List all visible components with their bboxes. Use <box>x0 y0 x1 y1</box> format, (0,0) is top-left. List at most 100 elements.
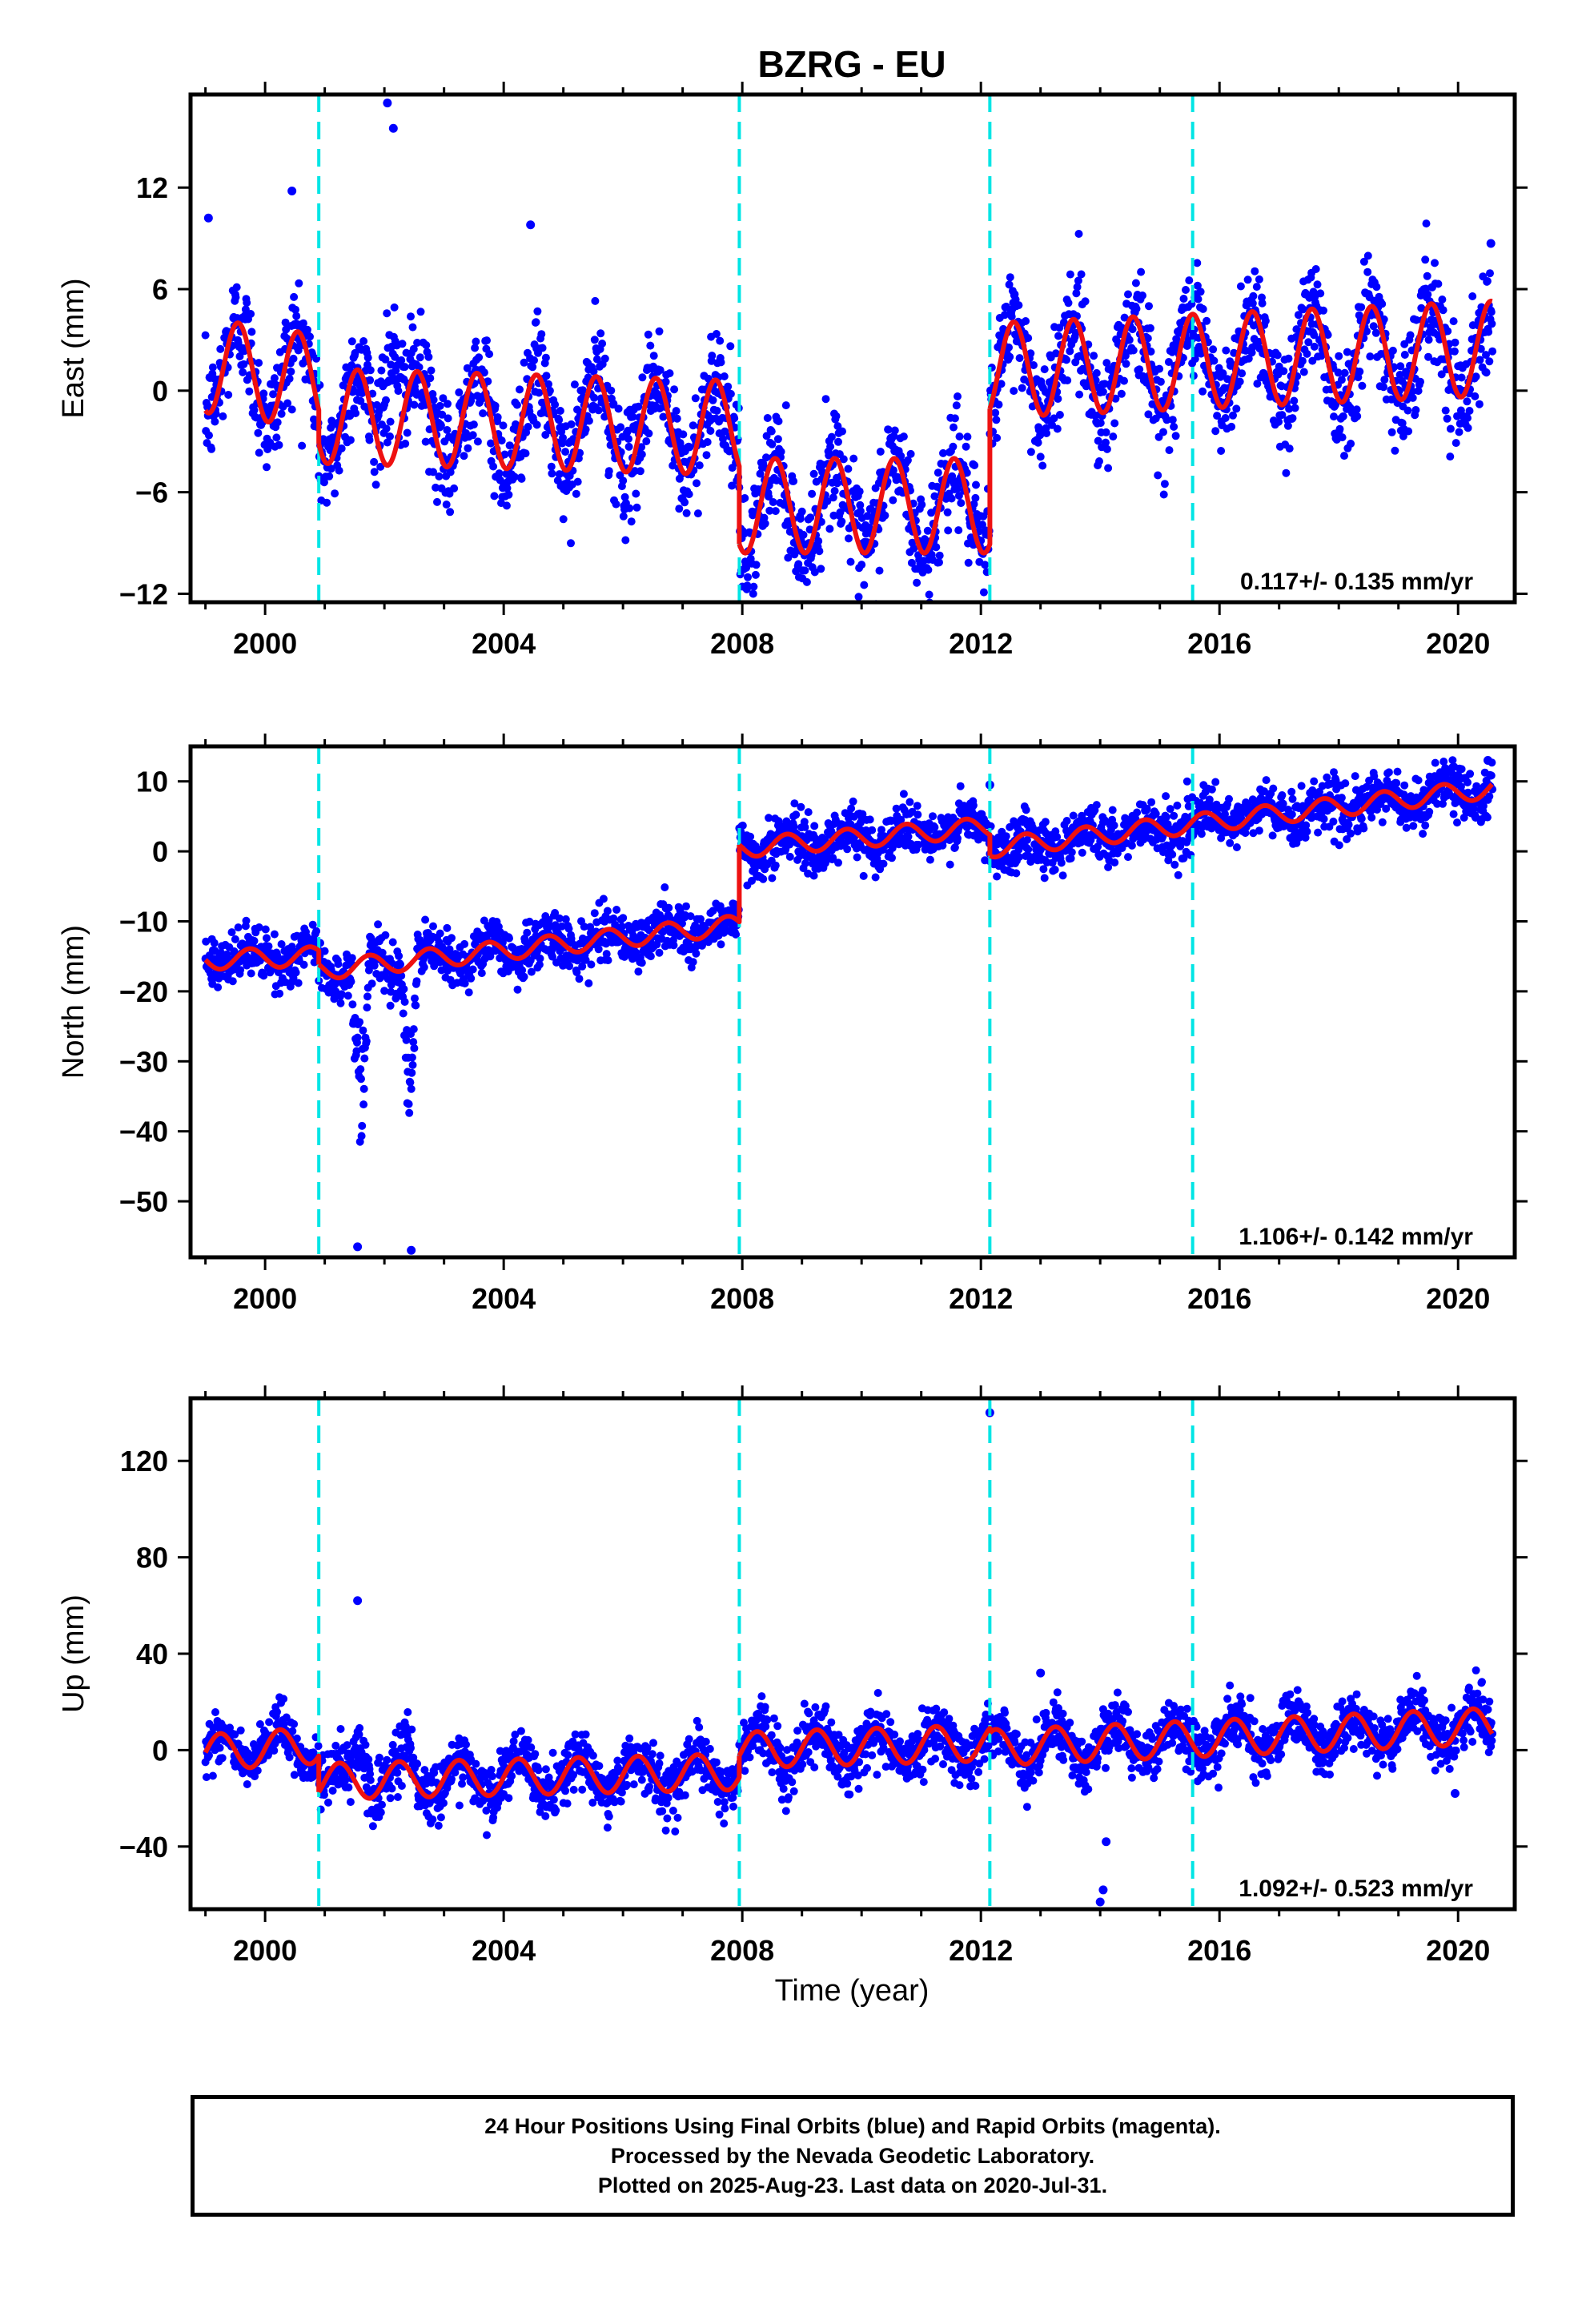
data-point <box>460 939 469 948</box>
data-point <box>614 404 623 413</box>
data-point <box>1476 344 1485 353</box>
data-point <box>561 915 570 923</box>
data-point <box>411 994 419 1003</box>
data-point <box>1067 848 1076 857</box>
data-point <box>1471 392 1480 400</box>
data-point <box>1219 369 1227 378</box>
data-point <box>917 501 926 509</box>
data-point <box>1026 349 1035 358</box>
data-point <box>532 318 540 327</box>
data-point <box>400 985 408 993</box>
data-point <box>1359 257 1368 266</box>
data-point <box>946 860 954 869</box>
data-point <box>390 303 399 312</box>
data-point <box>1171 432 1180 440</box>
data-point <box>364 966 373 975</box>
data-point <box>443 923 452 932</box>
data-point <box>281 978 289 987</box>
data-point <box>548 952 556 961</box>
data-point <box>1285 404 1294 413</box>
data-point <box>497 436 506 445</box>
data-point <box>308 920 317 929</box>
data-point <box>1421 255 1430 264</box>
outlier-point <box>526 220 536 230</box>
data-point <box>845 534 853 543</box>
data-point <box>708 352 717 360</box>
data-point <box>833 422 842 431</box>
data-point <box>1457 373 1466 382</box>
data-point <box>825 451 833 460</box>
data-point <box>273 418 282 427</box>
data-point <box>752 561 761 569</box>
y-tick-label: −12 <box>119 577 168 610</box>
data-point <box>646 341 655 350</box>
data-point <box>505 441 514 450</box>
data-point <box>863 512 872 521</box>
data-point <box>1057 858 1066 867</box>
data-point <box>1104 464 1113 472</box>
data-point <box>621 536 630 545</box>
data-point <box>1269 784 1278 793</box>
data-point <box>856 507 865 516</box>
data-point <box>773 435 782 444</box>
data-point <box>460 979 469 987</box>
data-point <box>703 438 712 446</box>
data-point <box>1275 417 1283 426</box>
data-point <box>1487 308 1496 316</box>
data-point <box>1072 289 1081 298</box>
data-point <box>801 822 809 831</box>
data-point <box>706 427 715 435</box>
data-point <box>934 468 942 477</box>
data-point <box>287 405 296 414</box>
data-point <box>255 448 263 457</box>
data-point <box>1388 346 1397 355</box>
data-point <box>1253 380 1262 388</box>
data-point <box>826 442 835 451</box>
outlier-point <box>383 99 392 108</box>
data-point <box>541 431 550 439</box>
data-point <box>853 853 861 862</box>
data-point <box>589 367 598 376</box>
data-point <box>1446 424 1455 433</box>
data-point <box>1337 376 1346 384</box>
data-point <box>547 462 556 471</box>
data-point <box>1408 393 1417 402</box>
data-point <box>1108 806 1117 814</box>
data-point <box>370 468 379 476</box>
data-point <box>590 336 599 344</box>
data-point <box>388 938 397 947</box>
data-point <box>823 497 832 505</box>
data-point <box>829 493 837 502</box>
data-point <box>442 501 451 509</box>
data-point <box>356 1065 365 1074</box>
data-point <box>875 566 884 575</box>
data-point <box>1040 874 1049 883</box>
data-point <box>830 487 839 495</box>
data-point <box>805 604 813 612</box>
data-point <box>1304 338 1313 347</box>
data-point <box>530 356 538 364</box>
data-point <box>1007 312 1016 321</box>
data-point <box>351 348 359 357</box>
data-point <box>1066 347 1074 356</box>
data-point <box>416 308 425 316</box>
data-point <box>247 310 255 318</box>
data-point <box>1022 806 1030 814</box>
data-point <box>1298 356 1307 365</box>
data-point <box>343 991 352 1000</box>
data-point <box>412 977 421 986</box>
data-point <box>1168 850 1177 858</box>
data-point <box>954 392 962 400</box>
data-point <box>991 408 1000 417</box>
data-point <box>396 960 404 969</box>
data-point <box>386 432 394 440</box>
data-point <box>625 504 634 513</box>
data-point <box>1063 376 1072 384</box>
data-point <box>1054 332 1062 340</box>
data-point <box>972 480 980 489</box>
data-point <box>298 441 307 450</box>
data-point <box>1168 416 1177 424</box>
data-point <box>1145 302 1153 311</box>
data-point <box>337 444 346 452</box>
data-point <box>1014 301 1023 310</box>
